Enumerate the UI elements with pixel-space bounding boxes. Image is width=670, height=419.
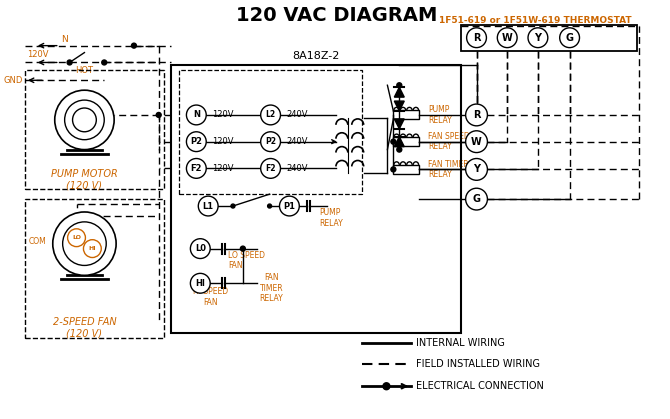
Circle shape <box>63 222 107 266</box>
Circle shape <box>261 158 281 178</box>
Circle shape <box>84 240 101 258</box>
Circle shape <box>53 212 116 275</box>
Circle shape <box>190 239 210 259</box>
Circle shape <box>267 204 271 208</box>
Text: HI: HI <box>88 246 96 251</box>
Bar <box>25 70 163 189</box>
Polygon shape <box>395 137 404 147</box>
Bar <box>461 25 637 51</box>
Circle shape <box>397 83 402 88</box>
Circle shape <box>131 43 137 48</box>
Text: 240V: 240V <box>286 164 308 173</box>
Bar <box>25 199 163 338</box>
Bar <box>393 137 419 146</box>
Circle shape <box>102 60 107 65</box>
Text: FAN TIMER
RELAY: FAN TIMER RELAY <box>428 160 468 179</box>
Circle shape <box>383 383 390 390</box>
Text: COM: COM <box>29 237 47 246</box>
Text: PUMP MOTOR
(120 V): PUMP MOTOR (120 V) <box>51 168 118 190</box>
Text: R: R <box>473 33 480 43</box>
Bar <box>178 70 362 194</box>
Circle shape <box>261 105 281 125</box>
Text: HOT: HOT <box>76 66 93 75</box>
Bar <box>393 165 419 174</box>
Text: FAN
TIMER
RELAY: FAN TIMER RELAY <box>260 273 283 303</box>
Text: R: R <box>473 110 480 120</box>
Text: F2: F2 <box>265 164 276 173</box>
Text: F2: F2 <box>190 164 202 173</box>
Text: L2: L2 <box>265 111 275 119</box>
Text: HI SPEED
FAN: HI SPEED FAN <box>192 287 228 307</box>
Text: P1: P1 <box>283 202 295 210</box>
Circle shape <box>156 112 161 117</box>
Circle shape <box>190 273 210 293</box>
Circle shape <box>466 158 487 180</box>
Circle shape <box>72 108 96 132</box>
Text: GND: GND <box>3 76 23 85</box>
Text: ELECTRICAL CONNECTION: ELECTRICAL CONNECTION <box>416 381 544 391</box>
Circle shape <box>68 229 86 247</box>
Text: N: N <box>61 35 68 44</box>
Circle shape <box>186 158 206 178</box>
Text: PUMP
RELAY: PUMP RELAY <box>428 105 452 124</box>
Circle shape <box>559 28 580 48</box>
Text: 240V: 240V <box>286 137 308 146</box>
Circle shape <box>497 28 517 48</box>
Text: N: N <box>193 111 200 119</box>
Text: LO SPEED
FAN: LO SPEED FAN <box>228 251 265 270</box>
Polygon shape <box>395 87 404 97</box>
Circle shape <box>231 204 235 208</box>
Circle shape <box>67 60 72 65</box>
Text: HI: HI <box>196 279 205 288</box>
Text: G: G <box>472 194 480 204</box>
Circle shape <box>528 28 548 48</box>
Circle shape <box>64 100 105 140</box>
Text: INTERNAL WIRING: INTERNAL WIRING <box>416 338 505 348</box>
Text: W: W <box>471 137 482 147</box>
Text: PUMP
RELAY: PUMP RELAY <box>319 208 343 228</box>
Text: FAN SPEED
RELAY: FAN SPEED RELAY <box>428 132 470 151</box>
Text: 120V: 120V <box>27 50 48 59</box>
Text: 120V: 120V <box>212 137 234 146</box>
Text: L1: L1 <box>202 202 214 210</box>
Circle shape <box>241 246 245 251</box>
Text: Y: Y <box>473 164 480 174</box>
Text: 8A18Z-2: 8A18Z-2 <box>292 51 339 60</box>
Text: 120V: 120V <box>212 111 234 119</box>
Text: LO: LO <box>72 235 81 240</box>
Text: FIELD INSTALLED WIRING: FIELD INSTALLED WIRING <box>416 360 540 370</box>
Circle shape <box>186 105 206 125</box>
Circle shape <box>466 104 487 126</box>
Text: W: W <box>502 33 513 43</box>
Bar <box>393 111 419 119</box>
Circle shape <box>279 196 299 216</box>
Circle shape <box>397 147 402 152</box>
Text: L0: L0 <box>195 244 206 253</box>
Text: P2: P2 <box>265 137 276 146</box>
Text: 2-SPEED FAN
(120 V): 2-SPEED FAN (120 V) <box>53 317 117 339</box>
Text: 120 VAC DIAGRAM: 120 VAC DIAGRAM <box>237 6 438 26</box>
Circle shape <box>198 196 218 216</box>
Circle shape <box>466 28 486 48</box>
Circle shape <box>55 90 114 150</box>
Text: G: G <box>565 33 574 43</box>
Polygon shape <box>395 101 404 111</box>
Circle shape <box>391 139 396 144</box>
Text: 120V: 120V <box>212 164 234 173</box>
Text: Y: Y <box>535 33 541 43</box>
Circle shape <box>186 132 206 152</box>
Text: 240V: 240V <box>286 111 308 119</box>
Circle shape <box>466 131 487 153</box>
Bar <box>171 65 461 333</box>
Polygon shape <box>395 119 404 129</box>
Circle shape <box>466 188 487 210</box>
Text: P2: P2 <box>190 137 202 146</box>
Circle shape <box>261 132 281 152</box>
Circle shape <box>391 167 396 172</box>
Text: 1F51-619 or 1F51W-619 THERMOSTAT: 1F51-619 or 1F51W-619 THERMOSTAT <box>439 16 631 26</box>
